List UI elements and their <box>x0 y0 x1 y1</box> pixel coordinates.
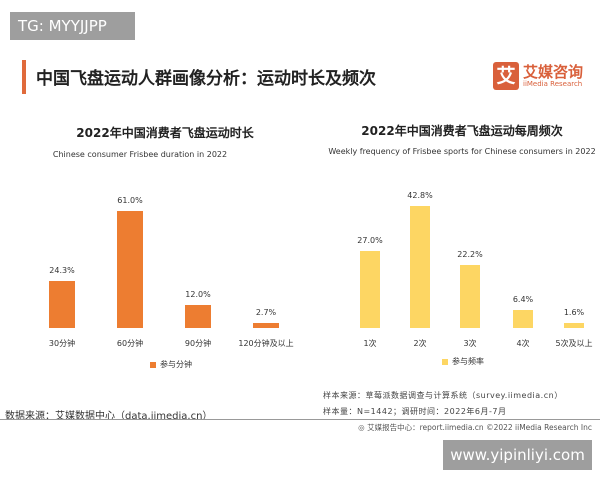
bar <box>49 281 75 328</box>
watermark-badge: TG: MYYJJPP <box>10 12 135 40</box>
x-tick-label: 90分钟 <box>184 339 212 348</box>
chart1-legend: 参与分钟 <box>150 359 192 370</box>
logo-en: iiMedia Research <box>523 80 583 88</box>
logo-cn: 艾媒咨询 <box>523 63 584 81</box>
chart1-title: 2022年中国消费者飞盘运动时长 <box>76 126 254 140</box>
data-label: 42.8% <box>407 191 433 201</box>
logo: 艾 艾媒咨询 iiMedia Research <box>493 62 583 90</box>
chart2-legend: 参与频率 <box>442 356 484 367</box>
footer: ◎ 艾媒报告中心：report.iimedia.cn ©2022 iiMedia… <box>358 423 592 432</box>
x-tick-label: 60分钟 <box>116 339 144 348</box>
x-tick-label: 2次 <box>413 339 427 348</box>
sample-source: 样本来源：草莓派数据调查与计算系统（survey.iimedia.cn） <box>323 391 563 400</box>
x-tick-label: 3次 <box>463 339 477 348</box>
legend-swatch <box>150 361 156 368</box>
page-title: 中国飞盘运动人群画像分析：运动时长及频次 <box>36 69 376 89</box>
bar <box>513 309 533 328</box>
sample-size: 样本量：N=1442；调研时间：2022年6月-7月 <box>323 407 507 416</box>
data-source: 数据来源：艾媒数据中心（data.iimedia.cn） <box>5 411 213 422</box>
divider <box>0 419 600 420</box>
chart1-subtitle: Chinese consumer Frisbee duration in 202… <box>52 150 228 159</box>
x-tick-label: 120分钟及以上 <box>238 339 294 348</box>
legend-label: 参与频率 <box>452 357 484 366</box>
bar <box>185 304 211 328</box>
data-label: 6.4% <box>512 294 534 304</box>
bar <box>117 210 143 328</box>
data-label: 1.6% <box>563 308 585 318</box>
x-tick-label: 4次 <box>516 339 530 348</box>
data-label: 24.3% <box>49 266 75 276</box>
bar <box>253 322 279 328</box>
bar <box>564 323 584 328</box>
legend-swatch <box>442 358 448 365</box>
bar <box>360 251 380 328</box>
chart2-subtitle: Weekly frequency of Frisbee sports for C… <box>328 147 596 156</box>
x-tick-label: 5次及以上 <box>555 339 593 348</box>
bar <box>460 264 480 328</box>
legend-label: 参与分钟 <box>160 360 192 369</box>
x-tick-label: 1次 <box>363 339 377 348</box>
logo-mark: 艾 <box>493 62 519 90</box>
bar <box>410 206 430 328</box>
data-label: 27.0% <box>357 236 383 246</box>
chart2-title: 2022年中国消费者飞盘运动每周频次 <box>361 124 563 138</box>
title-accent-bar <box>22 60 26 94</box>
data-label: 12.0% <box>185 289 211 299</box>
x-tick-label: 30分钟 <box>48 339 76 348</box>
data-label: 22.2% <box>457 249 483 259</box>
watermark-url: www.yipinliyi.com <box>443 440 592 470</box>
data-label: 2.7% <box>255 307 277 317</box>
data-label: 61.0% <box>117 195 143 205</box>
